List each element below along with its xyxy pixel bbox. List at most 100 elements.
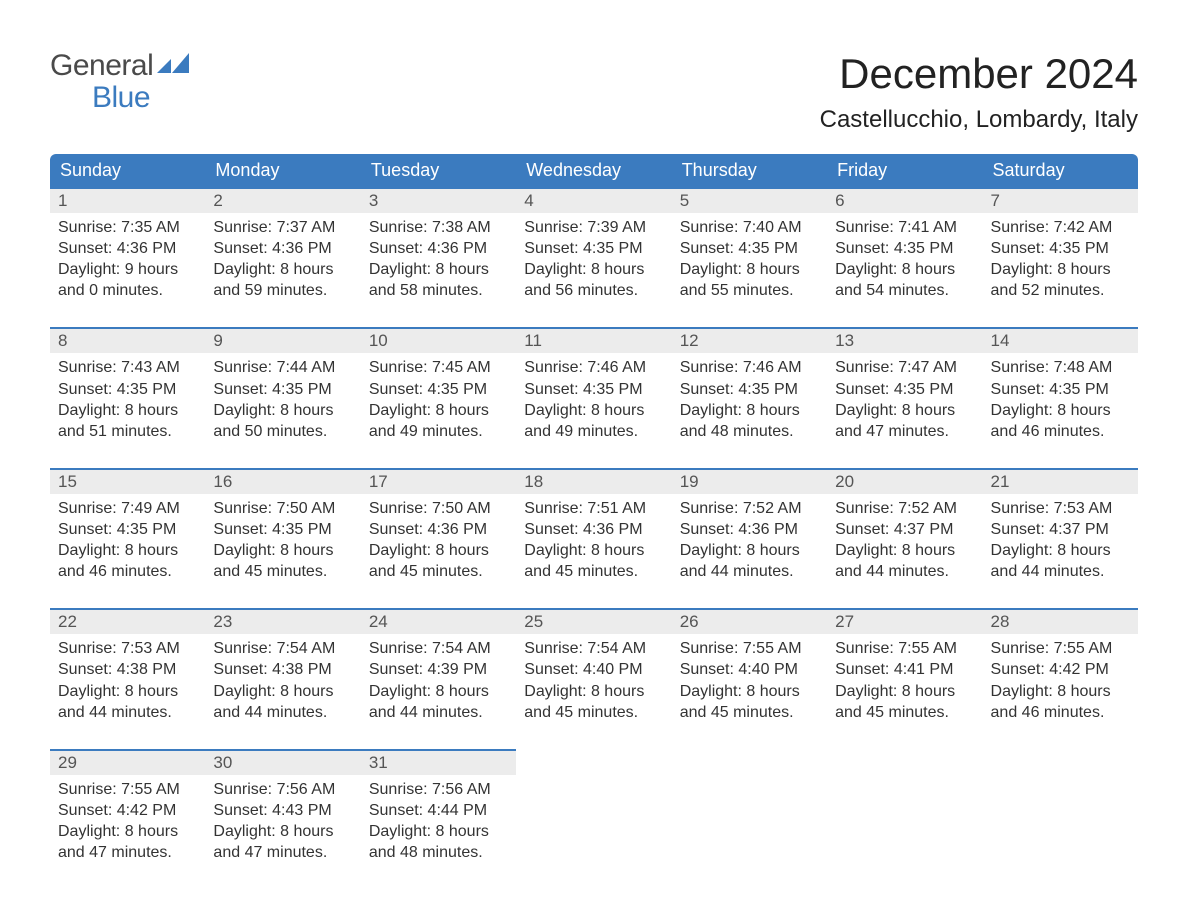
calendar-cell: 19Sunrise: 7:52 AMSunset: 4:36 PMDayligh… [672,468,827,602]
daylight-line1: Daylight: 8 hours [680,259,819,280]
daylight-line2: and 44 minutes. [835,561,974,582]
daylight-line2: and 59 minutes. [213,280,352,301]
calendar-cell: 15Sunrise: 7:49 AMSunset: 4:35 PMDayligh… [50,468,205,602]
daylight-line2: and 45 minutes. [524,702,663,723]
logo-icon [157,50,191,82]
sunrise-line: Sunrise: 7:51 AM [524,498,663,519]
day-data: Sunrise: 7:55 AMSunset: 4:41 PMDaylight:… [827,634,982,742]
calendar-cell: 29Sunrise: 7:55 AMSunset: 4:42 PMDayligh… [50,749,205,883]
calendar-body: 1Sunrise: 7:35 AMSunset: 4:36 PMDaylight… [50,187,1138,883]
calendar-cell: 23Sunrise: 7:54 AMSunset: 4:38 PMDayligh… [205,608,360,742]
sunset-line: Sunset: 4:36 PM [369,519,508,540]
day-data: Sunrise: 7:54 AMSunset: 4:40 PMDaylight:… [516,634,671,742]
sunrise-line: Sunrise: 7:54 AM [369,638,508,659]
calendar-cell [516,749,671,883]
daylight-line1: Daylight: 8 hours [58,821,197,842]
daylight-line1: Daylight: 8 hours [680,540,819,561]
daylight-line2: and 56 minutes. [524,280,663,301]
daylight-line1: Daylight: 8 hours [213,540,352,561]
sunrise-line: Sunrise: 7:49 AM [58,498,197,519]
day-data: Sunrise: 7:39 AMSunset: 4:35 PMDaylight:… [516,213,671,321]
day-data: Sunrise: 7:48 AMSunset: 4:35 PMDaylight:… [983,353,1138,461]
day-data: Sunrise: 7:37 AMSunset: 4:36 PMDaylight:… [205,213,360,321]
daylight-line1: Daylight: 8 hours [680,681,819,702]
daylight-line1: Daylight: 8 hours [835,540,974,561]
sunrise-line: Sunrise: 7:54 AM [524,638,663,659]
calendar-week: 8Sunrise: 7:43 AMSunset: 4:35 PMDaylight… [50,327,1138,461]
daylight-line2: and 58 minutes. [369,280,508,301]
sunrise-line: Sunrise: 7:37 AM [213,217,352,238]
calendar-cell: 22 Sunrise: 7:53 AMSunset: 4:38 PMDayligh… [50,608,205,742]
day-data: Sunrise: 7:46 AMSunset: 4:35 PMDaylight:… [672,353,827,461]
calendar-cell: 31Sunrise: 7:56 AMSunset: 4:44 PMDayligh… [361,749,516,883]
day-data: Sunrise: 7:45 AMSunset: 4:35 PMDaylight:… [361,353,516,461]
daylight-line2: and 45 minutes. [524,561,663,582]
day-number: 27 [827,610,982,634]
daylight-line2: and 52 minutes. [991,280,1130,301]
day-number: 25 [516,610,671,634]
calendar-cell: 9Sunrise: 7:44 AMSunset: 4:35 PMDaylight… [205,327,360,461]
sunset-line: Sunset: 4:35 PM [524,238,663,259]
sunset-line: Sunset: 4:35 PM [991,379,1130,400]
calendar-cell: 21Sunrise: 7:53 AMSunset: 4:37 PMDayligh… [983,468,1138,602]
sunset-line: Sunset: 4:36 PM [680,519,819,540]
sunset-line: Sunset: 4:38 PM [58,659,197,680]
sunset-line: Sunset: 4:42 PM [991,659,1130,680]
daylight-line2: and 47 minutes. [213,842,352,863]
daylight-line2: and 50 minutes. [213,421,352,442]
daylight-line1: Daylight: 8 hours [213,400,352,421]
day-number: 18 [516,470,671,494]
day-number: 4 [516,189,671,213]
calendar-cell: 25Sunrise: 7:54 AMSunset: 4:40 PMDayligh… [516,608,671,742]
daylight-line1: Daylight: 8 hours [524,540,663,561]
daylight-line2: and 55 minutes. [680,280,819,301]
calendar-cell: 7Sunrise: 7:42 AMSunset: 4:35 PMDaylight… [983,187,1138,321]
calendar-cell: 5Sunrise: 7:40 AMSunset: 4:35 PMDaylight… [672,187,827,321]
calendar-week: 29Sunrise: 7:55 AMSunset: 4:42 PMDayligh… [50,749,1138,883]
sunrise-line: Sunrise: 7:48 AM [991,357,1130,378]
sunrise-line: Sunrise: 7:56 AM [369,779,508,800]
weekday-col: Sunday [50,154,205,187]
day-number: 22 [50,610,205,634]
calendar-cell: 10Sunrise: 7:45 AMSunset: 4:35 PMDayligh… [361,327,516,461]
daylight-line1: Daylight: 8 hours [58,681,197,702]
day-number: 29 [50,751,205,775]
day-data: Sunrise: 7:38 AMSunset: 4:36 PMDaylight:… [361,213,516,321]
day-data: Sunrise: 7:43 AMSunset: 4:35 PMDaylight:… [50,353,205,461]
calendar-week: 22Sunrise: 7:53 AMSunset: 4:38 PMDayligh… [50,608,1138,742]
calendar-cell: 16Sunrise: 7:50 AMSunset: 4:35 PMDayligh… [205,468,360,602]
calendar-cell: 26Sunrise: 7:55 AMSunset: 4:40 PMDayligh… [672,608,827,742]
sunset-line: Sunset: 4:35 PM [835,238,974,259]
calendar-cell: 8Sunrise: 7:43 AMSunset: 4:35 PMDaylight… [50,327,205,461]
daylight-line2: and 45 minutes. [680,702,819,723]
daylight-line2: and 44 minutes. [58,702,197,723]
day-number: 9 [205,329,360,353]
day-number: 7 [983,189,1138,213]
daylight-line2: and 44 minutes. [991,561,1130,582]
daylight-line2: and 48 minutes. [680,421,819,442]
weekday-col: Monday [205,154,360,187]
calendar-cell: 28Sunrise: 7:55 AMSunset: 4:42 PMDayligh… [983,608,1138,742]
sunrise-line: Sunrise: 7:53 AM [58,638,197,659]
daylight-line1: Daylight: 8 hours [680,400,819,421]
daylight-line2: and 0 minutes. [58,280,197,301]
calendar-cell: 27Sunrise: 7:55 AMSunset: 4:41 PMDayligh… [827,608,982,742]
daylight-line2: and 44 minutes. [680,561,819,582]
daylight-line2: and 47 minutes. [835,421,974,442]
day-number: 21 [983,470,1138,494]
calendar-cell [827,749,982,883]
sunrise-line: Sunrise: 7:38 AM [369,217,508,238]
day-number: 10 [361,329,516,353]
weekday-header: SundayMondayTuesdayWednesdayThursdayFrid… [50,154,1138,187]
day-data: Sunrise: 7:52 AMSunset: 4:36 PMDaylight:… [672,494,827,602]
sunset-line: Sunset: 4:35 PM [213,379,352,400]
weekday-col: Friday [827,154,982,187]
daylight-line2: and 45 minutes. [835,702,974,723]
day-data: Sunrise: 7:54 AMSunset: 4:39 PMDaylight:… [361,634,516,742]
daylight-line1: Daylight: 8 hours [58,400,197,421]
calendar-cell [672,749,827,883]
day-data: Sunrise: 7:55 AMSunset: 4:42 PMDaylight:… [983,634,1138,742]
sunrise-line: Sunrise: 7:55 AM [991,638,1130,659]
calendar-cell: 11Sunrise: 7:46 AMSunset: 4:35 PMDayligh… [516,327,671,461]
daylight-line1: Daylight: 8 hours [991,259,1130,280]
